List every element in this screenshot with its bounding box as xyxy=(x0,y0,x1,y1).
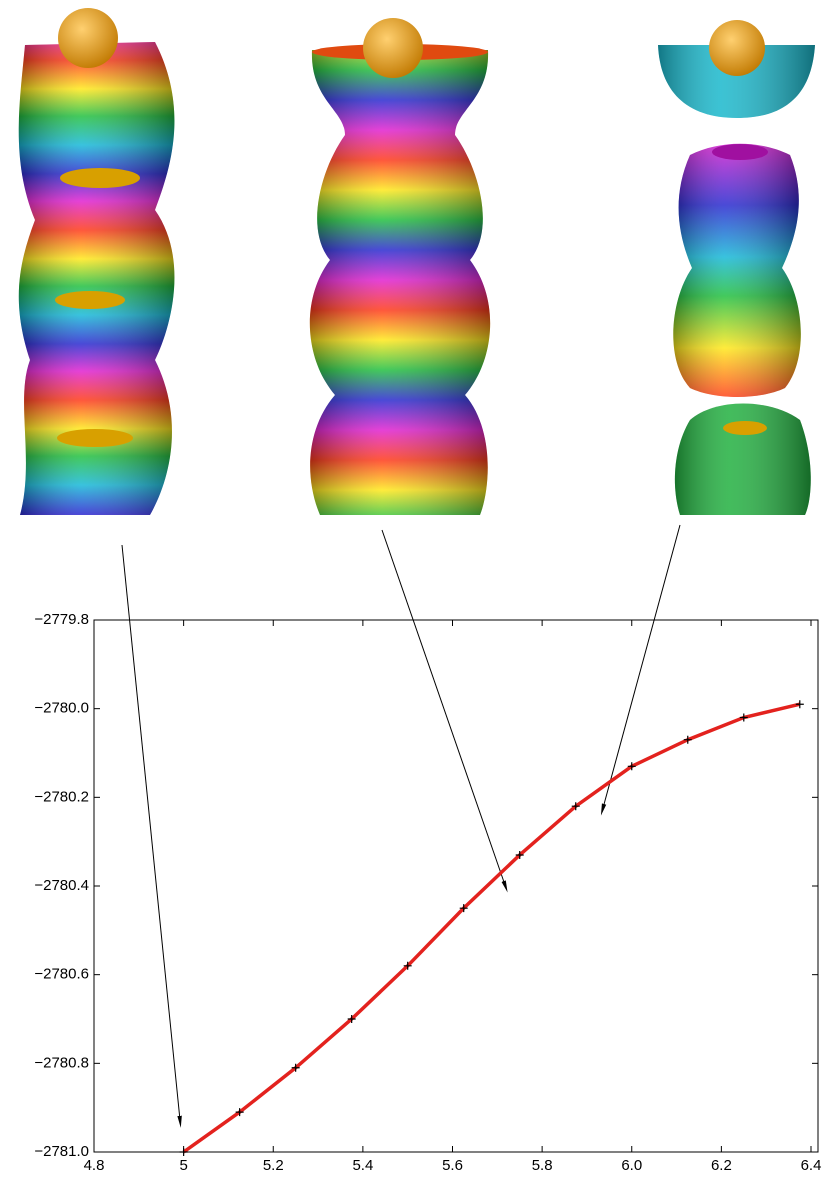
data-marker xyxy=(347,1015,356,1023)
arrow xyxy=(121,544,182,1128)
arrow xyxy=(381,529,508,893)
data-marker xyxy=(515,850,524,859)
y-tick-label: −2780.8 xyxy=(34,1054,89,1071)
y-tick-label: −2780.4 xyxy=(34,877,89,894)
data-marker xyxy=(627,762,636,771)
render-tube xyxy=(309,18,491,515)
y-tick-label: −2779.8 xyxy=(34,611,89,628)
data-marker xyxy=(235,1108,244,1117)
data-marker xyxy=(739,713,748,722)
x-tick-label: 5.6 xyxy=(442,1157,463,1174)
data-marker xyxy=(683,735,692,744)
render-split xyxy=(658,20,815,515)
data-marker xyxy=(795,700,804,709)
x-tick-label: 5.2 xyxy=(263,1157,284,1174)
x-tick-label: 5.8 xyxy=(532,1157,553,1174)
data-marker xyxy=(291,1063,300,1072)
arrow xyxy=(600,524,681,816)
x-tick-label: 5 xyxy=(179,1157,187,1174)
y-tick-label: −2781.0 xyxy=(34,1143,89,1160)
data-line xyxy=(182,702,801,1154)
x-tick-label: 5.4 xyxy=(352,1157,373,1174)
data-marker xyxy=(403,961,412,970)
x-tick-label: 6.2 xyxy=(711,1157,732,1174)
render-helix xyxy=(18,8,175,515)
y-tick-label: −2780.2 xyxy=(34,788,89,805)
y-tick-label: −2780.0 xyxy=(34,700,89,717)
x-tick-label: 4.8 xyxy=(84,1157,105,1174)
x-tick-label: 6.4 xyxy=(801,1157,822,1174)
plot: 4.8 5 5.2 5.4 5.6 5.8 6.0 6.2 6.4 −2781.0 −2780.8 −… xyxy=(34,611,821,1174)
data-marker xyxy=(459,904,468,913)
arrows xyxy=(121,524,681,1128)
plot-frame xyxy=(93,619,819,1153)
y-tick-label: −2780.6 xyxy=(34,966,89,983)
data-marker xyxy=(571,802,580,811)
data-marker xyxy=(179,1148,188,1156)
x-tick-label: 6.0 xyxy=(621,1157,642,1174)
